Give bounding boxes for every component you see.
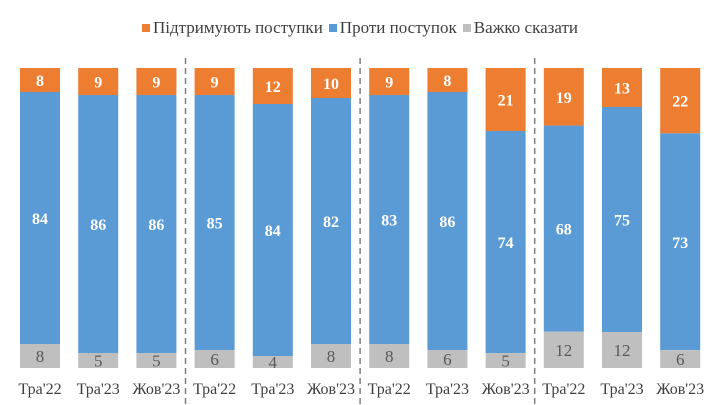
category-label: Тра'22	[18, 381, 61, 398]
bar-segment	[78, 68, 119, 95]
bar-segment	[78, 353, 119, 368]
bar-segment	[252, 104, 293, 356]
bar-segment	[136, 353, 177, 368]
bar-segment	[602, 107, 642, 332]
bar-segment	[369, 68, 410, 95]
data-label: 75	[614, 213, 630, 230]
data-label: 86	[439, 214, 455, 231]
data-label: 12	[555, 341, 572, 360]
data-label: 19	[556, 90, 572, 107]
bar-segment	[485, 131, 526, 353]
data-label: 9	[211, 75, 219, 92]
data-label: 5	[501, 352, 510, 371]
bar-segment	[660, 350, 701, 368]
bar-segment	[252, 68, 293, 104]
bar-segment	[136, 95, 177, 353]
data-label: 82	[323, 214, 339, 231]
bar-segment	[660, 133, 701, 351]
legend-label: Проти поступок	[339, 18, 457, 37]
bar-segment	[136, 68, 177, 95]
data-label: 8	[385, 347, 394, 366]
data-label: 9	[94, 75, 102, 92]
data-label: 8	[36, 347, 45, 366]
data-label: 9	[385, 75, 393, 92]
data-label: 84	[265, 223, 281, 240]
bar-segment	[311, 344, 351, 368]
category-label: Жов'23	[482, 381, 530, 398]
category-label: Тра'23	[77, 381, 120, 398]
category-label: Жов'23	[132, 381, 180, 398]
category-label: Тра'23	[251, 381, 294, 398]
bar-segment	[427, 92, 468, 350]
bar-segment	[660, 68, 701, 134]
data-label: 12	[614, 341, 631, 360]
data-label: 5	[152, 352, 161, 371]
legend: Підтримують поступки Проти поступок Важко …	[0, 18, 720, 38]
data-label: 6	[210, 350, 219, 369]
legend-label: Важко сказати	[473, 18, 578, 37]
bar-segment	[602, 68, 642, 107]
data-label: 10	[323, 76, 339, 93]
data-label: 8	[327, 347, 336, 366]
data-label: 85	[207, 216, 223, 233]
data-label: 6	[676, 350, 685, 369]
data-label: 9	[152, 75, 160, 92]
bar-segment	[78, 95, 119, 353]
bar-segment	[194, 350, 235, 368]
bar-segment	[252, 356, 293, 368]
data-label: 21	[498, 93, 514, 110]
category-label: Тра'23	[600, 381, 643, 398]
category-label: Тра'22	[193, 381, 236, 398]
data-label: 86	[90, 217, 106, 234]
legend-swatch	[328, 24, 337, 32]
bar-segment	[543, 331, 584, 368]
data-label: 4	[269, 353, 278, 372]
data-label: 8	[36, 73, 44, 90]
bar-segment	[369, 95, 410, 344]
data-label: 6	[443, 350, 452, 369]
bar-segment	[20, 68, 60, 92]
bar-segment	[194, 95, 235, 350]
data-label: 84	[32, 211, 48, 228]
bar-segment	[427, 350, 468, 368]
category-label: Жов'23	[307, 381, 355, 398]
bar-segment	[543, 68, 584, 126]
data-label: 22	[672, 94, 688, 111]
legend-item: Проти поступок	[328, 18, 457, 38]
bar-segment	[20, 92, 60, 344]
data-label: 12	[265, 79, 281, 96]
bar-segment	[427, 68, 468, 92]
bar-segment	[311, 98, 351, 344]
data-label: 83	[381, 213, 397, 230]
bar-segment	[602, 332, 642, 368]
category-label: Тра'22	[368, 381, 411, 398]
data-label: 8	[443, 73, 451, 90]
data-label: 68	[556, 222, 572, 239]
bar-segment	[20, 344, 60, 368]
bar-segment	[543, 125, 584, 332]
legend-swatch	[462, 24, 471, 32]
legend-swatch	[142, 24, 151, 32]
data-label: 13	[614, 81, 630, 98]
data-label: 74	[498, 235, 514, 252]
bar-segment	[311, 68, 351, 98]
bar-segment	[194, 68, 235, 95]
bar-segment	[485, 353, 526, 368]
legend-item: Підтримують поступки	[142, 18, 323, 38]
category-label: Тра'22	[542, 381, 585, 398]
data-label: 5	[94, 352, 103, 371]
bar-segment	[369, 344, 410, 368]
bar-segment	[485, 68, 526, 131]
data-label: 86	[148, 217, 164, 234]
category-label: Жов'23	[656, 381, 704, 398]
legend-item: Важко сказати	[462, 18, 578, 38]
category-label: Тра'23	[426, 381, 469, 398]
data-label: 73	[672, 235, 688, 252]
legend-label: Підтримують поступки	[153, 18, 323, 37]
